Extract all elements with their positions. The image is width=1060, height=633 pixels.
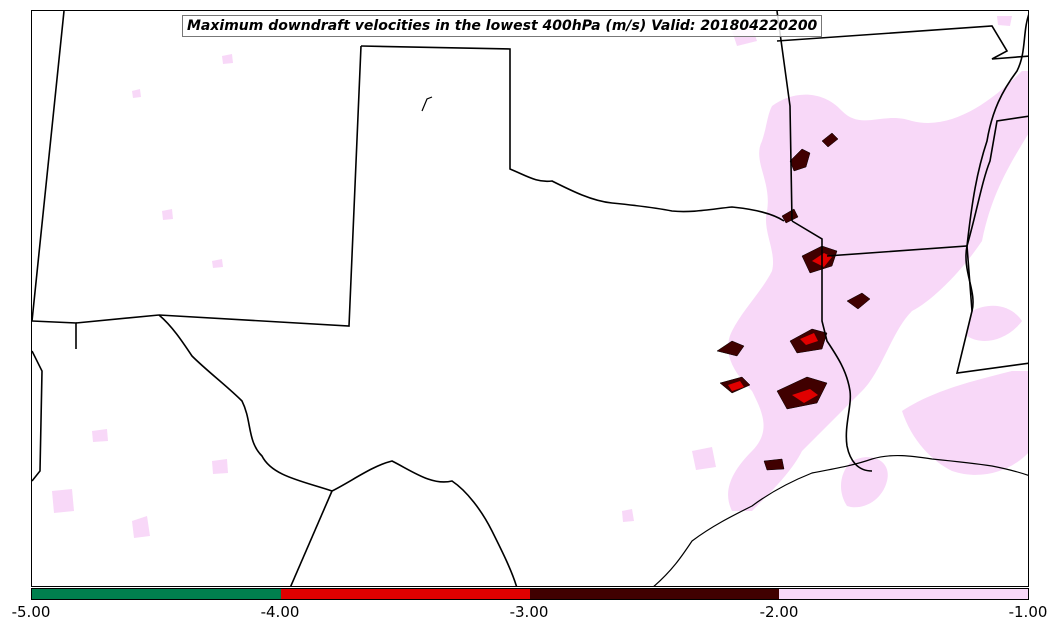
downdraft-field-light <box>52 16 1028 538</box>
map-canvas <box>32 11 1028 586</box>
colorbar-bin-1 <box>32 589 281 599</box>
coastline <box>421 96 1028 586</box>
map-panel <box>31 10 1029 587</box>
colorbar-bin-4 <box>779 589 1028 599</box>
map-title: Maximum downdraft velocities in the lowe… <box>182 15 823 37</box>
colorbar <box>31 588 1029 600</box>
colorbar-tick-label: -1.00 <box>1008 603 1048 621</box>
colorbar-bin-2 <box>281 589 530 599</box>
state-boundaries <box>32 11 1028 586</box>
colorbar-bin-3 <box>530 589 779 599</box>
colorbar-tick-label: -3.00 <box>509 603 549 621</box>
colorbar-tick-label: -5.00 <box>11 603 51 621</box>
colorbar-tick-label: -4.00 <box>260 603 300 621</box>
colorbar-tick-label: -2.00 <box>759 603 799 621</box>
